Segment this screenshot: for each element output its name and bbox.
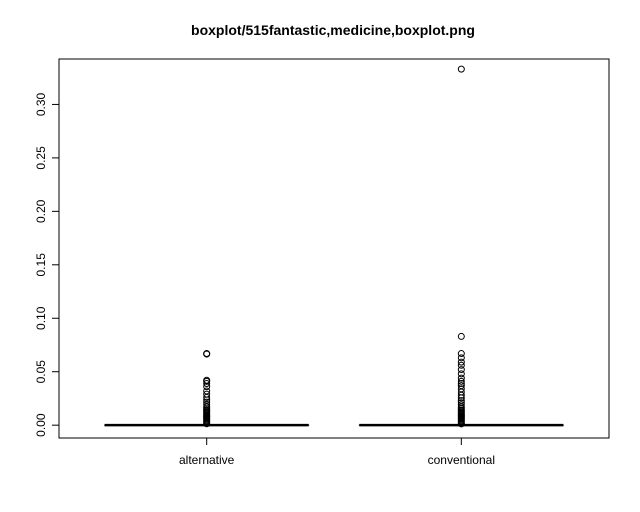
outlier-point — [457, 385, 465, 393]
outlier-point — [203, 379, 211, 387]
outlier-point — [457, 366, 465, 374]
outlier-point — [457, 379, 465, 387]
outlier-point — [457, 397, 465, 405]
y-tick-label: 0.30 — [34, 92, 48, 116]
outlier-point — [457, 65, 465, 73]
outlier-point — [457, 374, 465, 382]
outlier-point — [203, 400, 211, 408]
y-tick-label: 0.25 — [34, 146, 48, 170]
outlier-point — [457, 399, 465, 407]
y-tick-label: 0.15 — [34, 253, 48, 277]
outlier-point — [203, 387, 211, 395]
outlier-point — [457, 382, 465, 390]
chart-title: boxplot/515fantastic,medicine,boxplot.pn… — [191, 22, 475, 38]
outlier-point — [457, 377, 465, 385]
y-tick-label: 0.10 — [34, 306, 48, 330]
y-tick-label: 0.00 — [34, 413, 48, 437]
outlier-point — [457, 358, 465, 366]
x-tick-label: conventional — [428, 453, 495, 467]
outlier-point — [203, 376, 211, 384]
outlier-point — [457, 354, 465, 362]
outlier-point — [457, 370, 465, 378]
outlier-point — [203, 350, 211, 358]
x-tick-label: alternative — [179, 453, 235, 467]
outlier-point — [457, 350, 465, 358]
outliers-layer — [203, 65, 465, 428]
outlier-point — [457, 361, 465, 369]
outlier-point — [203, 398, 211, 406]
x-axis: alternative conventional — [179, 437, 495, 467]
y-tick-label: 0.20 — [34, 199, 48, 223]
outlier-point — [457, 401, 465, 409]
outlier-point — [457, 332, 465, 340]
y-tick-label: 0.05 — [34, 360, 48, 384]
outlier-point — [203, 390, 211, 398]
y-axis: 0.00 0.05 0.10 0.15 0.20 0.25 0.30 — [34, 92, 60, 437]
